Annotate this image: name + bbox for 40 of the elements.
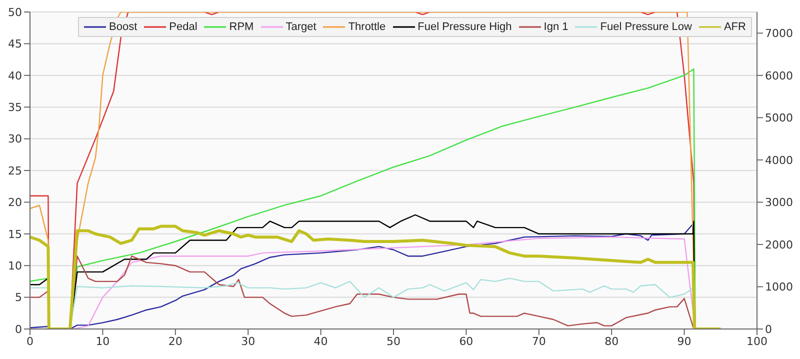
legend-label: AFR [722,21,746,33]
x-tick-label: 50 [386,334,400,348]
y2-tick-label: 4000 [765,154,793,167]
y-tick-label: 35 [8,101,22,114]
y-tick-label: 30 [8,132,22,146]
y2-tick-label: 7000 [765,27,793,40]
legend-label: RPM [228,21,254,33]
x-tick-label: 10 [96,334,110,348]
x-tick-label: 100 [746,334,768,348]
y2-tick-label: 6000 [765,69,793,82]
y2-tick-label: 5000 [765,112,793,125]
legend-label: Fuel Pressure High [416,21,512,33]
x-tick-label: 60 [459,334,474,348]
y2-tick-label: 1000 [765,280,793,294]
x-tick-label: 30 [241,334,256,348]
y2-tick-label: 0 [765,322,772,336]
y-tick-label: 45 [8,38,22,51]
y-tick-label: 15 [8,228,22,241]
x-tick-label: 90 [677,334,692,348]
y2-tick-label: 3000 [765,196,793,210]
line-series [30,255,694,329]
x-tick-label: 20 [168,334,182,348]
legend-label: Fuel Pressure Low [599,21,692,33]
legend-label: Target [284,21,316,33]
x-tick-label: 80 [604,334,619,348]
x-tick-label: 40 [314,334,328,348]
legend-label: Pedal [168,21,198,33]
x-tick-label: 70 [532,334,546,348]
y-tick-label: 20 [8,196,22,210]
y-tick-label: 25 [8,164,22,178]
y-tick-label: 0 [15,322,22,336]
legend-label: Boost [108,21,138,33]
legend-label: Ign 1 [542,21,568,33]
y-tick-label: 10 [8,260,22,273]
y-tick-label: 5 [15,291,22,304]
x-tick-label: 0 [26,334,34,348]
y-tick-label: 50 [8,6,22,19]
y2-tick-label: 2000 [765,238,793,252]
legend-label: Throttle [347,21,386,33]
y-tick-label: 40 [8,69,22,82]
